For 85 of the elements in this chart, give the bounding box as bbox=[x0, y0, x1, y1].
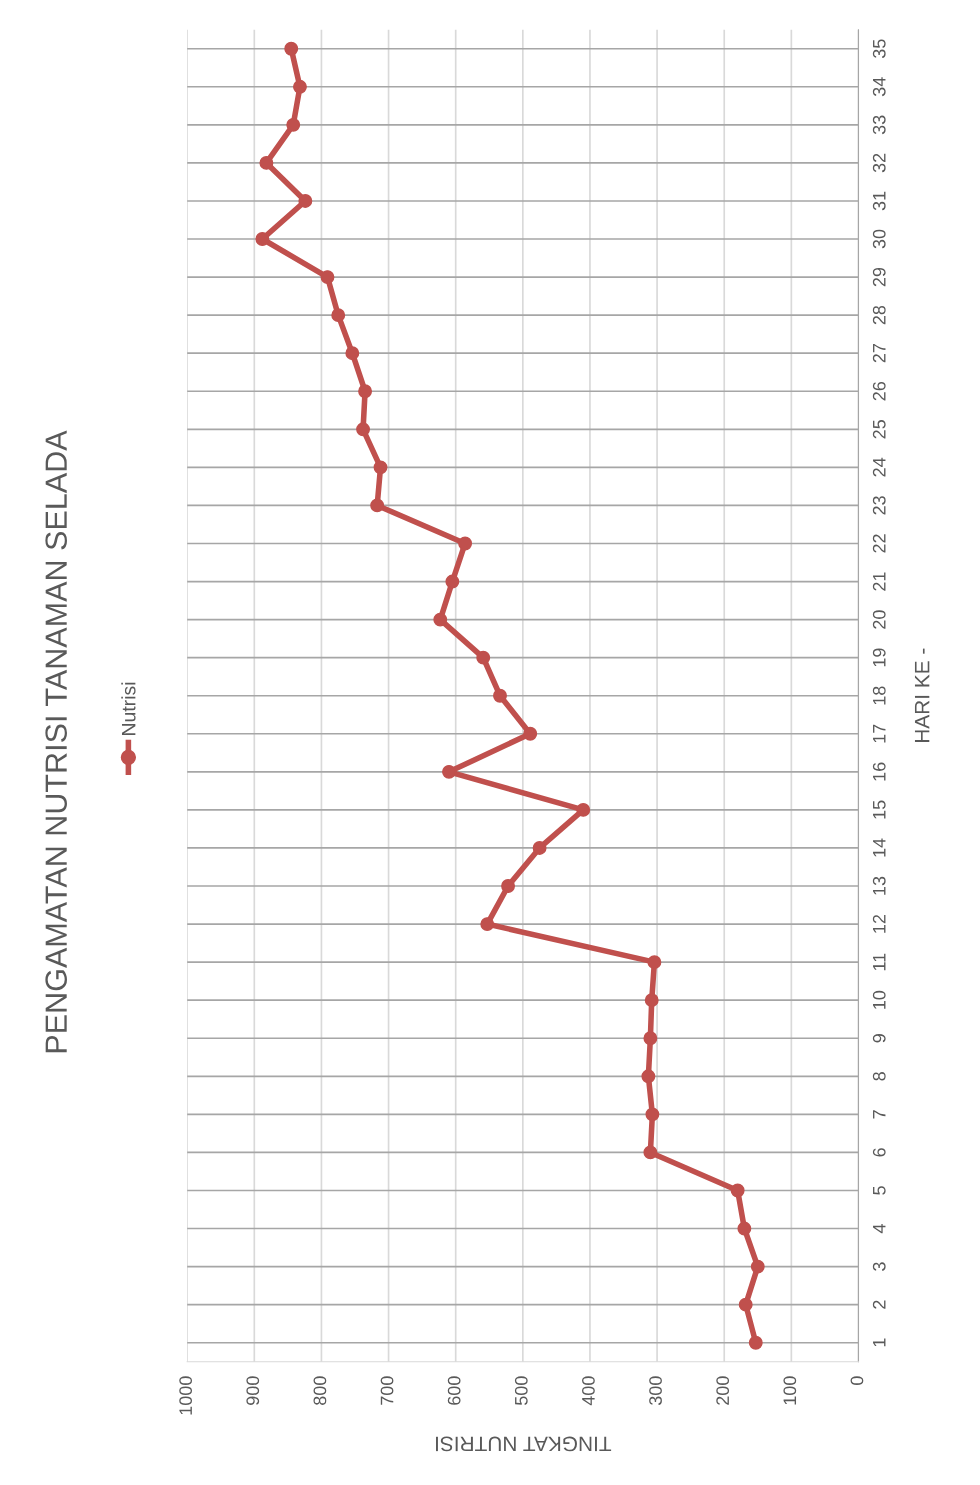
y-tick-label: 2 bbox=[872, 1300, 886, 1309]
point bbox=[356, 422, 371, 437]
y-tick-label: 34 bbox=[872, 77, 886, 97]
y-tick-label: 17 bbox=[873, 724, 886, 743]
x-axis-title: TINGKAT NUTRISI bbox=[436, 1436, 612, 1452]
point bbox=[433, 612, 448, 627]
y-tick-label: 6 bbox=[872, 1148, 886, 1157]
point bbox=[748, 1335, 763, 1350]
point bbox=[730, 1183, 745, 1198]
point bbox=[345, 346, 360, 361]
point bbox=[480, 917, 495, 932]
y-axis-title: HARI KE - bbox=[914, 648, 930, 743]
point bbox=[523, 726, 538, 741]
y-tick-label: 24 bbox=[872, 457, 886, 477]
point bbox=[643, 1031, 658, 1046]
x-tick-label: 300 bbox=[649, 1376, 662, 1406]
y-tick-label: 9 bbox=[872, 1034, 886, 1043]
point bbox=[358, 384, 373, 399]
y-tick-label: 27 bbox=[872, 344, 886, 363]
point bbox=[445, 574, 460, 589]
point bbox=[331, 308, 346, 323]
x-tick-label: 400 bbox=[582, 1376, 595, 1406]
y-tick-label: 30 bbox=[872, 229, 886, 249]
y-tick-label: 31 bbox=[872, 191, 886, 211]
x-tick-label: 1000 bbox=[179, 1376, 193, 1415]
y-tick-label: 35 bbox=[872, 39, 886, 59]
point bbox=[737, 1221, 752, 1236]
y-tick-label: 13 bbox=[872, 876, 886, 895]
point bbox=[476, 650, 491, 665]
point bbox=[293, 79, 307, 94]
point bbox=[645, 1107, 660, 1122]
point bbox=[286, 117, 301, 132]
point bbox=[750, 1259, 765, 1274]
y-tick-label: 11 bbox=[873, 953, 886, 971]
point bbox=[284, 41, 299, 56]
y-tick-label: 19 bbox=[872, 648, 886, 667]
point bbox=[458, 536, 473, 551]
point bbox=[576, 802, 591, 817]
text: PENGAMATAN NUTRISI TANAMAN SELADA bbox=[45, 430, 67, 1053]
y-tick-label: 23 bbox=[872, 496, 886, 515]
text: Nutrisi bbox=[121, 682, 136, 735]
point bbox=[370, 498, 385, 513]
point bbox=[320, 270, 335, 285]
y-tick-label: 1 bbox=[873, 1338, 886, 1347]
x-tick-label: 700 bbox=[380, 1376, 394, 1405]
y-tick-label: 32 bbox=[872, 153, 886, 173]
y-tick-label: 26 bbox=[872, 382, 886, 401]
point bbox=[298, 194, 313, 208]
point bbox=[532, 841, 547, 855]
point bbox=[259, 155, 274, 170]
point bbox=[442, 764, 456, 779]
x-tick-label: 200 bbox=[716, 1376, 730, 1405]
point bbox=[643, 1145, 658, 1160]
y-tick-label: 33 bbox=[872, 115, 886, 135]
y-tick-label: 20 bbox=[872, 610, 886, 629]
x-tick-label: 500 bbox=[514, 1376, 528, 1406]
y-tick-label: 10 bbox=[872, 990, 886, 1009]
y-tick-label: 25 bbox=[872, 420, 886, 439]
point bbox=[373, 460, 388, 475]
y-tick-label: 22 bbox=[872, 534, 886, 553]
x-tick-label: 800 bbox=[313, 1376, 327, 1405]
y-tick-label: 18 bbox=[872, 686, 886, 705]
point bbox=[738, 1297, 753, 1312]
point bbox=[641, 1069, 656, 1084]
y-tick-label: 28 bbox=[872, 305, 886, 325]
y-tick-label: 8 bbox=[872, 1072, 886, 1081]
y-tick-label: 21 bbox=[872, 572, 886, 591]
point bbox=[255, 232, 270, 246]
x-tick-label: 900 bbox=[246, 1376, 260, 1405]
y-tick-label: 5 bbox=[873, 1186, 886, 1195]
point bbox=[501, 879, 516, 893]
x-tick-label: 600 bbox=[447, 1376, 461, 1405]
point bbox=[493, 688, 507, 703]
point bbox=[647, 955, 662, 970]
y-tick-label: 12 bbox=[872, 914, 886, 933]
y-tick-label: 3 bbox=[872, 1262, 886, 1271]
y-tick-label: 4 bbox=[873, 1224, 886, 1234]
y-tick-label: 16 bbox=[872, 762, 886, 781]
y-tick-label: 15 bbox=[873, 800, 886, 819]
x-tick-label: 0 bbox=[850, 1376, 864, 1385]
y-tick-label: 7 bbox=[873, 1110, 886, 1119]
x-tick-label: 100 bbox=[783, 1376, 797, 1405]
point bbox=[644, 993, 659, 1008]
y-tick-label: 14 bbox=[873, 838, 886, 857]
y-tick-label: 29 bbox=[872, 267, 886, 287]
